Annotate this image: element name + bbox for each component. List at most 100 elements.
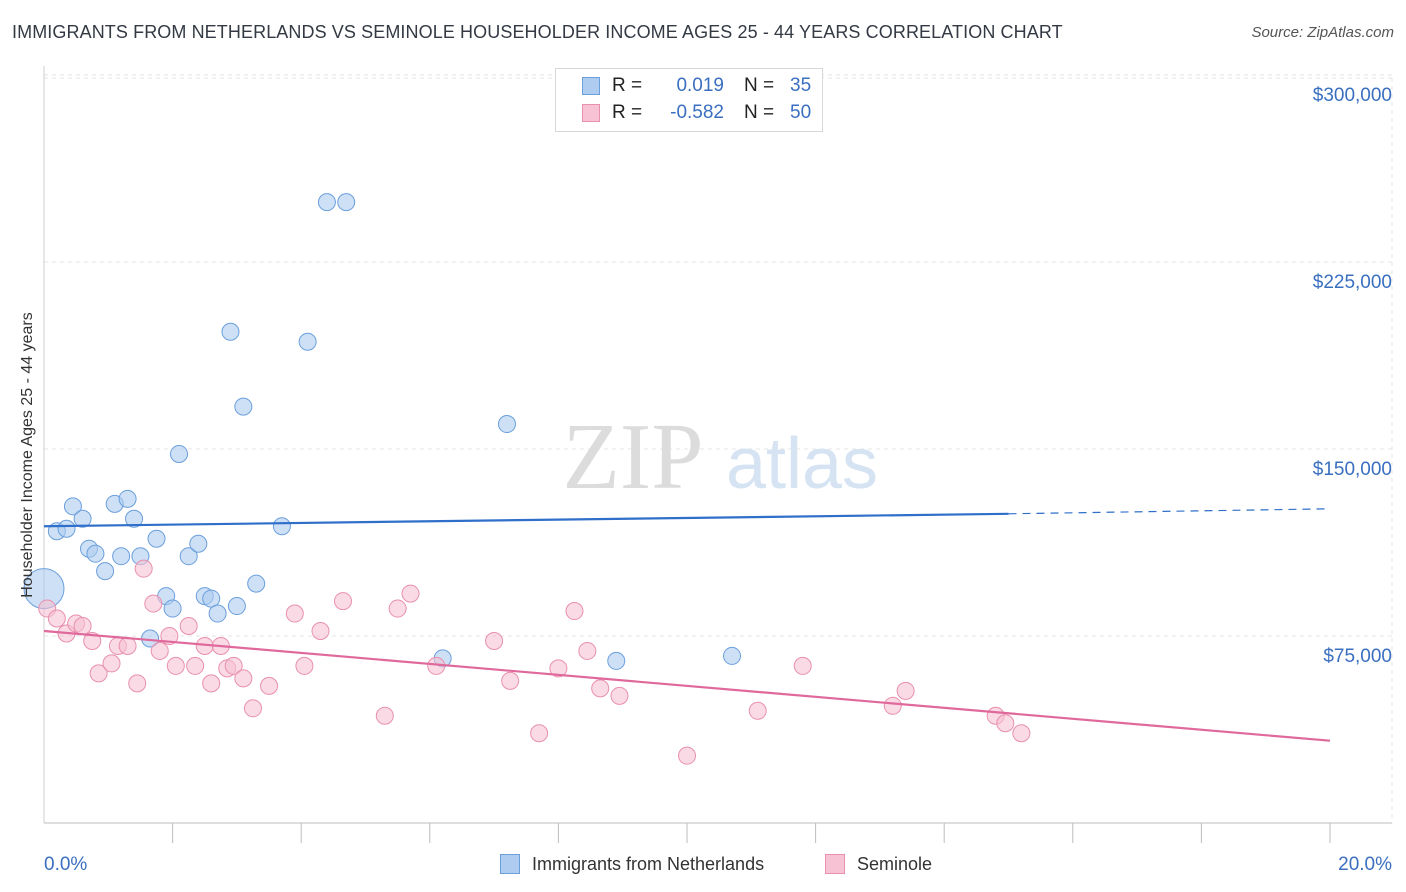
point-seminole — [243, 699, 262, 718]
legend-r-label: R = — [612, 102, 643, 123]
point-seminole — [73, 617, 92, 636]
point-seminole — [311, 621, 330, 640]
point-seminole — [896, 681, 915, 700]
point-seminole — [375, 706, 394, 725]
legend-row-seminole: R = -0.582 N = 50 — [582, 101, 811, 125]
point-seminole — [118, 636, 137, 655]
point-seminole — [883, 696, 902, 715]
point-netherlands — [234, 397, 253, 416]
point-seminole — [549, 659, 568, 678]
point-netherlands — [247, 574, 266, 593]
point-netherlands — [112, 547, 131, 566]
point-seminole — [678, 746, 696, 765]
point-seminole — [401, 584, 420, 603]
axes — [43, 66, 1392, 843]
legend-row-netherlands: R = 0.019 N = 35 — [582, 74, 811, 98]
point-seminole — [134, 559, 153, 578]
point-netherlands — [227, 597, 246, 616]
y-axis-label: Householder Income Ages 25 - 44 years — [19, 312, 36, 598]
trend-line-netherlands-extension — [1008, 508, 1331, 515]
point-seminole — [501, 671, 520, 690]
x-tick-label-max: 20.0% — [1338, 854, 1392, 875]
point-netherlands — [607, 651, 626, 670]
point-seminole — [793, 656, 812, 675]
point-netherlands — [147, 529, 166, 548]
y-tick-label: $75,000 — [1323, 646, 1392, 667]
point-seminole — [47, 609, 66, 628]
point-seminole — [591, 679, 610, 698]
point-netherlands — [208, 604, 227, 623]
legend-r-value-seminole: -0.582 — [670, 102, 724, 123]
point-seminole — [260, 676, 279, 695]
point-netherlands — [125, 509, 144, 528]
point-netherlands — [202, 589, 221, 608]
point-seminole — [128, 674, 147, 693]
bottom-legend-label-netherlands: Immigrants from Netherlands — [532, 853, 765, 874]
point-seminole — [610, 686, 629, 705]
point-seminole — [83, 631, 102, 650]
point-seminole — [1012, 724, 1031, 743]
point-seminole — [224, 656, 243, 675]
point-seminole — [485, 631, 504, 650]
point-netherlands — [86, 544, 105, 563]
point-netherlands — [96, 562, 115, 581]
point-seminole — [202, 674, 221, 693]
point-seminole — [565, 602, 584, 621]
trend-line-seminole — [43, 629, 1331, 742]
point-seminole — [996, 714, 1015, 733]
tick-labels: $75,000 $150,000 $225,000 $300,000 0.0% 20.0% — [44, 85, 1392, 875]
point-seminole — [530, 724, 549, 743]
point-netherlands — [723, 646, 742, 665]
legend-n-label: N = — [744, 75, 775, 96]
chart-source: Source: ZipAtlas.com — [1251, 24, 1394, 41]
legend-n-value-netherlands: 35 — [790, 75, 812, 96]
point-netherlands — [57, 519, 76, 538]
trend-lines — [43, 508, 1331, 742]
y-tick-label: $225,000 — [1313, 272, 1392, 293]
point-netherlands — [189, 534, 208, 553]
bottom-legend-netherlands: Immigrants from Netherlands — [500, 852, 764, 876]
point-netherlands — [163, 599, 182, 618]
watermark-atlas: atlas — [726, 424, 878, 504]
bottom-legend-seminole: Seminole — [825, 852, 932, 876]
point-netherlands — [221, 322, 240, 341]
chart-title: IMMIGRANTS FROM NETHERLANDS VS SEMINOLE … — [12, 22, 1063, 42]
point-seminole — [748, 701, 767, 720]
point-seminole — [102, 654, 121, 673]
point-netherlands — [73, 509, 92, 528]
series-immigrants-from-netherlands — [23, 193, 742, 670]
point-netherlands — [118, 489, 137, 508]
legend-n-label: N = — [744, 102, 775, 123]
point-seminole — [285, 604, 304, 623]
point-seminole — [179, 617, 198, 636]
point-netherlands — [317, 193, 336, 212]
point-seminole — [388, 599, 407, 618]
watermark-zip: ZIP — [563, 405, 704, 509]
point-netherlands — [337, 193, 356, 212]
legend-r-value-netherlands: 0.019 — [676, 75, 724, 96]
point-seminole — [150, 641, 169, 660]
point-seminole — [186, 656, 205, 675]
point-netherlands — [298, 332, 317, 351]
bottom-legend-label-seminole: Seminole — [857, 853, 933, 874]
trend-line-netherlands — [43, 512, 1009, 528]
point-netherlands — [170, 444, 189, 463]
point-netherlands — [179, 547, 198, 566]
correlation-legend: R = 0.019 N = 35 R = -0.582 N = 50 — [555, 68, 823, 132]
point-netherlands — [272, 517, 291, 536]
point-seminole — [144, 594, 163, 613]
point-netherlands — [497, 415, 516, 434]
watermark: ZIP atlas — [563, 405, 879, 509]
bottom-legend-swatch-seminole — [825, 854, 845, 874]
point-seminole — [89, 664, 108, 683]
y-tick-label: $300,000 — [1313, 85, 1392, 106]
bottom-legend-swatch-netherlands — [500, 854, 520, 874]
legend-n-value-seminole: 50 — [790, 102, 812, 123]
legend-swatch-seminole — [582, 104, 600, 122]
x-tick-label-min: 0.0% — [44, 854, 87, 875]
y-tick-label: $150,000 — [1313, 459, 1392, 480]
point-seminole — [234, 669, 253, 688]
point-seminole — [333, 592, 352, 611]
legend-swatch-netherlands — [582, 77, 600, 95]
